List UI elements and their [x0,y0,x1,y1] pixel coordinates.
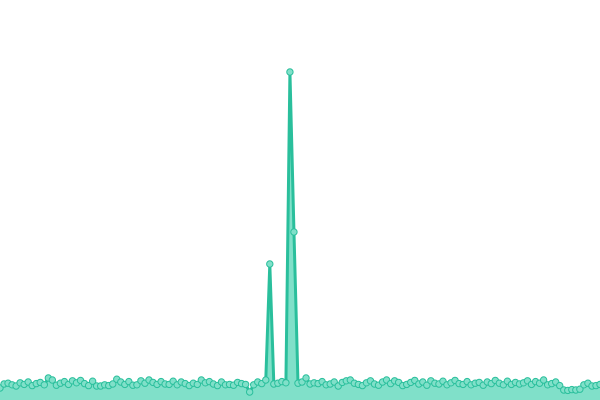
point [48,376,57,384]
point [40,381,48,389]
point [245,388,254,396]
area [0,72,600,400]
point [109,380,117,388]
point [262,376,270,384]
point [576,385,584,393]
point [266,260,274,268]
point [193,380,202,389]
point [88,377,97,385]
point [539,376,548,384]
point [423,381,431,389]
point [286,68,294,76]
line [0,70,600,394]
point [556,381,564,390]
point [290,228,298,236]
point [282,379,290,387]
point [241,380,250,389]
point [84,381,93,390]
point [302,374,310,382]
